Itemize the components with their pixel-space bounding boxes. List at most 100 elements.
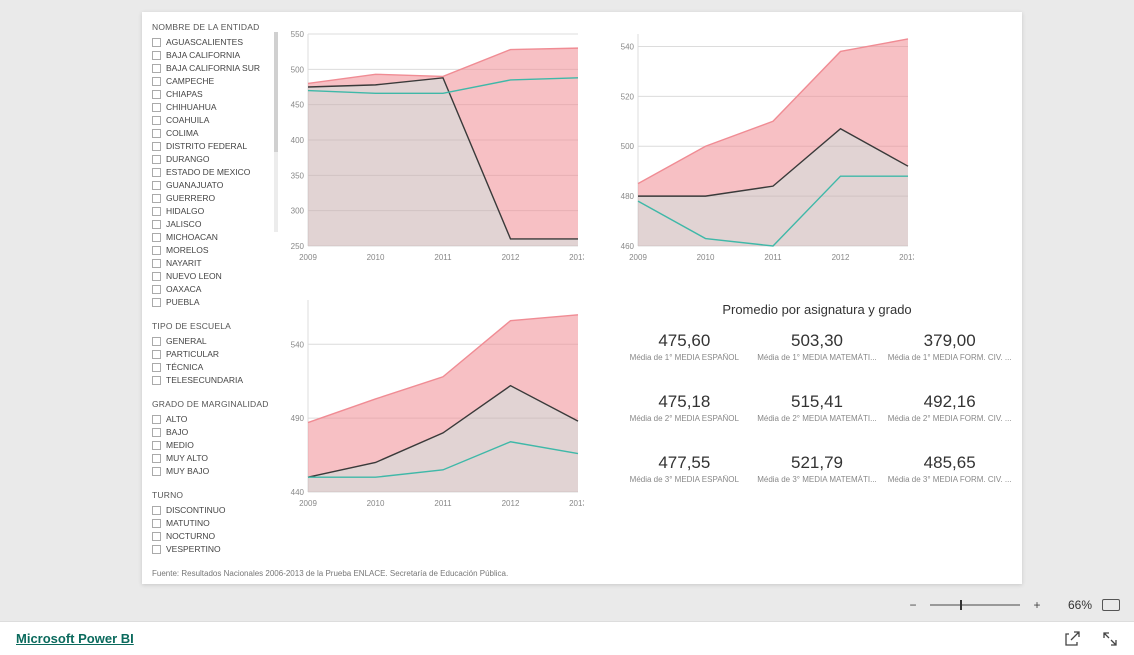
filter-item[interactable]: BAJA CALIFORNIA SUR (152, 62, 272, 75)
checkbox-icon[interactable] (152, 246, 161, 255)
zoom-out-button[interactable]: − (906, 598, 920, 612)
filter-item[interactable]: CHIHUAHUA (152, 101, 272, 114)
filter-item[interactable]: HIDALGO (152, 205, 272, 218)
svg-text:2010: 2010 (697, 253, 715, 262)
checkbox-icon[interactable] (152, 116, 161, 125)
checkbox-icon[interactable] (152, 519, 161, 528)
checkbox-icon[interactable] (152, 220, 161, 229)
filter-item[interactable]: DISCONTINUO (152, 504, 272, 517)
checkbox-icon[interactable] (152, 129, 161, 138)
filter-item[interactable]: ESTADO DE MEXICO (152, 166, 272, 179)
filter-item[interactable]: GUANAJUATO (152, 179, 272, 192)
kpi-cell[interactable]: 477,55Média de 3° MEDIA ESPAÑOL (622, 453, 747, 484)
filter-item[interactable]: ALTO (152, 413, 272, 426)
fit-to-page-icon[interactable] (1102, 599, 1120, 611)
checkbox-icon[interactable] (152, 51, 161, 60)
zoom-slider-thumb[interactable] (960, 600, 962, 610)
checkbox-icon[interactable] (152, 155, 161, 164)
checkbox-icon[interactable] (152, 168, 161, 177)
checkbox-icon[interactable] (152, 428, 161, 437)
zoom-in-button[interactable]: + (1030, 598, 1044, 612)
share-icon[interactable] (1064, 631, 1080, 647)
filter-item[interactable]: BAJA CALIFORNIA (152, 49, 272, 62)
filter-item[interactable]: AGUASCALIENTES (152, 36, 272, 49)
checkbox-icon[interactable] (152, 350, 161, 359)
checkbox-icon[interactable] (152, 38, 161, 47)
checkbox-icon[interactable] (152, 181, 161, 190)
checkbox-icon[interactable] (152, 454, 161, 463)
kpi-cell[interactable]: 521,79Média de 3° MEDIA MATEMÁTI... (755, 453, 880, 484)
filter-item[interactable]: MUY ALTO (152, 452, 272, 465)
chart-top-left[interactable]: 2503003504004505005502009201020112012201… (282, 26, 584, 264)
filter-item[interactable]: MUY BAJO (152, 465, 272, 478)
filter-item[interactable]: COAHUILA (152, 114, 272, 127)
filter-item[interactable]: BAJO (152, 426, 272, 439)
filter-item[interactable]: NAYARIT (152, 257, 272, 270)
checkbox-icon[interactable] (152, 363, 161, 372)
filter-item[interactable]: DURANGO (152, 153, 272, 166)
checkbox-icon[interactable] (152, 259, 161, 268)
filter-item[interactable]: JALISCO (152, 218, 272, 231)
filter-item[interactable]: MEDIO (152, 439, 272, 452)
kpi-cell[interactable]: 515,41Média de 2° MEDIA MATEMÁTI... (755, 392, 880, 423)
filter-label: CHIHUAHUA (166, 101, 217, 114)
footer-icons (1064, 631, 1118, 647)
chart-bottom-left[interactable]: 44049054020092010201120122013 (282, 292, 584, 510)
checkbox-icon[interactable] (152, 441, 161, 450)
kpi-cell[interactable]: 475,60Média de 1° MEDIA ESPAÑOL (622, 331, 747, 362)
checkbox-icon[interactable] (152, 207, 161, 216)
filter-item[interactable]: NUEVO LEON (152, 270, 272, 283)
kpi-cell[interactable]: 475,18Média de 2° MEDIA ESPAÑOL (622, 392, 747, 423)
checkbox-icon[interactable] (152, 545, 161, 554)
filter-item[interactable]: PARTICULAR (152, 348, 272, 361)
filter-item[interactable]: GENERAL (152, 335, 272, 348)
filter-label: OAXACA (166, 283, 201, 296)
checkbox-icon[interactable] (152, 64, 161, 73)
filter-item[interactable]: MORELOS (152, 244, 272, 257)
checkbox-icon[interactable] (152, 415, 161, 424)
filter-item[interactable]: DISTRITO FEDERAL (152, 140, 272, 153)
checkbox-icon[interactable] (152, 532, 161, 541)
filter-item[interactable]: COLIMA (152, 127, 272, 140)
filter-group-entidad: NOMBRE DE LA ENTIDAD AGUASCALIENTESBAJA … (152, 22, 272, 309)
kpi-cell[interactable]: 485,65Média de 3° MEDIA FORM. CIV. ... (887, 453, 1012, 484)
filter-item[interactable]: MICHOACAN (152, 231, 272, 244)
filter-item[interactable]: GUERRERO (152, 192, 272, 205)
chart-top-right[interactable]: 46048050052054020092010201120122013 (612, 26, 914, 264)
svg-text:500: 500 (621, 142, 635, 151)
checkbox-icon[interactable] (152, 233, 161, 242)
filter-item[interactable]: VESPERTINO (152, 543, 272, 556)
checkbox-icon[interactable] (152, 142, 161, 151)
filter-item[interactable]: OAXACA (152, 283, 272, 296)
kpi-grid: 475,60Média de 1° MEDIA ESPAÑOL 503,30Méd… (622, 331, 1012, 484)
checkbox-icon[interactable] (152, 103, 161, 112)
filter-item[interactable]: MATUTINO (152, 517, 272, 530)
kpi-cell[interactable]: 379,00Média de 1° MEDIA FORM. CIV. ... (887, 331, 1012, 362)
filter-item[interactable]: TÉCNICA (152, 361, 272, 374)
checkbox-icon[interactable] (152, 506, 161, 515)
powerbi-brand-link[interactable]: Microsoft Power BI (16, 631, 134, 646)
checkbox-icon[interactable] (152, 376, 161, 385)
filter-label: GENERAL (166, 335, 207, 348)
filter-label: MATUTINO (166, 517, 210, 530)
kpi-cell[interactable]: 503,30Média de 1° MEDIA MATEMÁTI... (755, 331, 880, 362)
filter-item[interactable]: PUEBLA (152, 296, 272, 309)
filter-scroll-thumb[interactable] (274, 32, 278, 152)
kpi-value: 515,41 (755, 392, 880, 412)
kpi-cell[interactable]: 492,16Média de 2° MEDIA FORM. CIV. ... (887, 392, 1012, 423)
checkbox-icon[interactable] (152, 298, 161, 307)
checkbox-icon[interactable] (152, 77, 161, 86)
fullscreen-icon[interactable] (1102, 631, 1118, 647)
filter-item[interactable]: TELESECUNDARIA (152, 374, 272, 387)
filter-item[interactable]: CHIAPAS (152, 88, 272, 101)
filter-item[interactable]: CAMPECHE (152, 75, 272, 88)
filter-label: DURANGO (166, 153, 209, 166)
checkbox-icon[interactable] (152, 90, 161, 99)
checkbox-icon[interactable] (152, 194, 161, 203)
checkbox-icon[interactable] (152, 467, 161, 476)
filter-item[interactable]: NOCTURNO (152, 530, 272, 543)
zoom-slider-track[interactable] (930, 604, 1020, 606)
checkbox-icon[interactable] (152, 272, 161, 281)
checkbox-icon[interactable] (152, 285, 161, 294)
checkbox-icon[interactable] (152, 337, 161, 346)
